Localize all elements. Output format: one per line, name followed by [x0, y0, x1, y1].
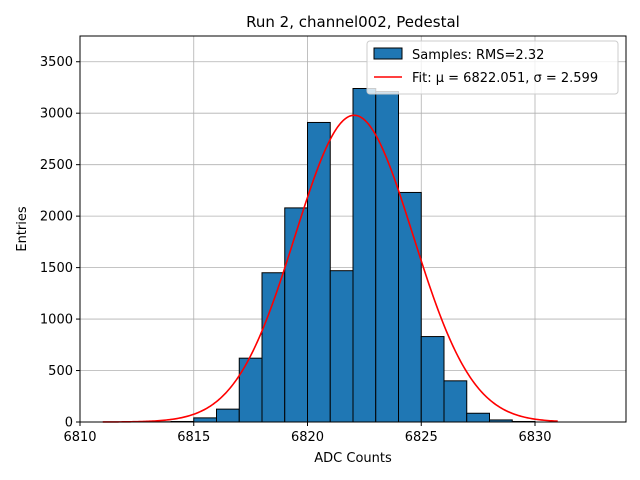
y-tick-label: 2000	[40, 210, 73, 225]
x-tick-label: 6820	[291, 430, 324, 445]
axes-frame	[79, 35, 627, 423]
y-tick-label: 2500	[40, 158, 73, 173]
x-tick-label: 6815	[177, 430, 210, 445]
histogram-bar	[466, 412, 490, 423]
y-tick-label: 1500	[40, 261, 73, 276]
chart-title: Run 2, channel002, Pedestal	[246, 13, 460, 31]
legend-box	[366, 40, 619, 95]
y-axis-ticks: 0 500 1000 1500 2000 2500 3000 3500	[40, 55, 80, 431]
histogram-bar	[329, 270, 354, 423]
y-tick-label: 1000	[40, 313, 73, 328]
legend-fit-label: Fit: μ = 6822.051, σ = 2.599	[412, 71, 598, 86]
legend-histogram-swatch	[373, 47, 403, 60]
x-axis-ticks: 6810 6815 6820 6825 6830	[63, 422, 552, 445]
x-tick-label: 6830	[518, 430, 551, 445]
y-axis-label: Entries	[15, 206, 30, 252]
y-tick-label: 0	[65, 416, 73, 431]
histogram-bar	[420, 336, 445, 423]
histogram-bar	[352, 87, 377, 423]
gaussian-fit-curve	[102, 114, 558, 423]
histogram-bar	[216, 408, 240, 423]
y-tick-label: 500	[48, 364, 73, 379]
histogram-bar	[261, 272, 286, 423]
x-axis-label: ADC Counts	[314, 451, 392, 466]
y-tick-label: 3000	[40, 107, 73, 122]
legend: Samples: RMS=2.32 Fit: μ = 6822.051, σ =…	[366, 40, 619, 95]
x-tick-label: 6825	[405, 430, 438, 445]
histogram-bar	[238, 357, 263, 423]
legend-histogram-label: Samples: RMS=2.32	[412, 48, 544, 63]
histogram-bar	[284, 207, 308, 423]
histogram-bar	[443, 380, 468, 423]
y-tick-label: 3500	[40, 55, 73, 70]
x-tick-label: 6810	[63, 430, 96, 445]
histogram-bar	[193, 417, 217, 423]
fit-curve-layer	[102, 114, 558, 423]
